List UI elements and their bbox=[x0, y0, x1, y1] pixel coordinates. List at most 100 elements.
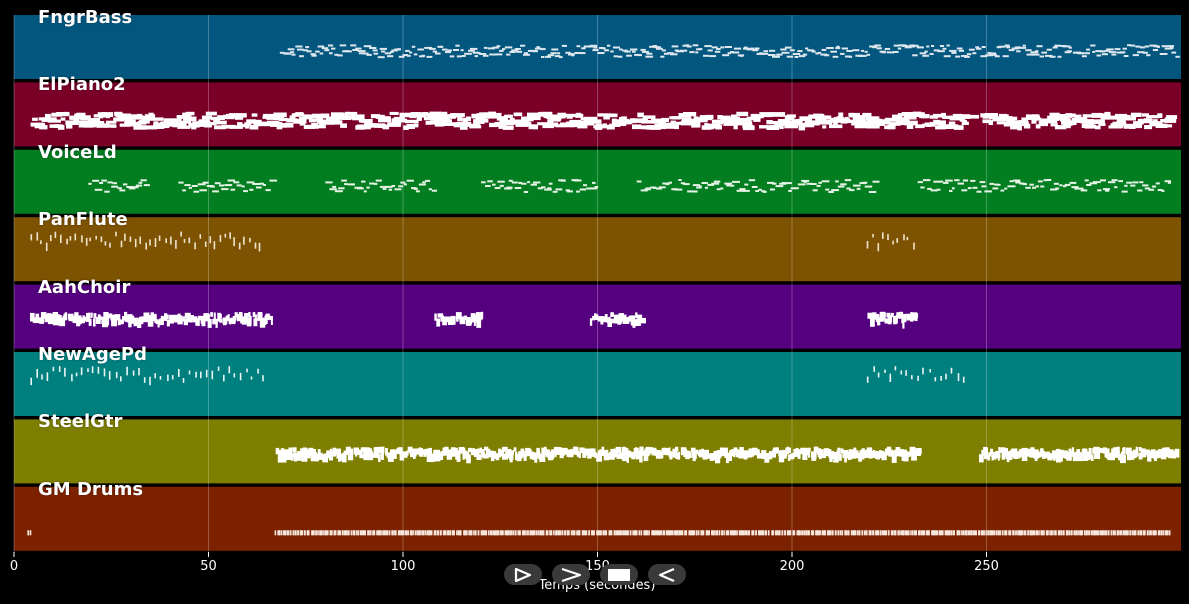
note bbox=[398, 185, 404, 188]
note bbox=[717, 115, 723, 120]
note bbox=[259, 182, 264, 185]
note bbox=[860, 118, 866, 124]
stop-button[interactable] bbox=[600, 564, 638, 585]
note bbox=[1020, 530, 1022, 536]
track-lane[interactable] bbox=[14, 352, 1181, 416]
note bbox=[585, 530, 588, 536]
note bbox=[635, 318, 641, 326]
note bbox=[917, 181, 923, 184]
note bbox=[866, 447, 873, 454]
note bbox=[209, 236, 212, 244]
note bbox=[364, 120, 371, 126]
note bbox=[40, 240, 42, 244]
note bbox=[581, 47, 586, 50]
note bbox=[283, 530, 286, 536]
note bbox=[44, 317, 48, 323]
note bbox=[777, 530, 780, 536]
note bbox=[293, 119, 307, 124]
note bbox=[534, 454, 538, 463]
note bbox=[529, 449, 532, 455]
note bbox=[368, 122, 374, 128]
note bbox=[849, 189, 855, 192]
note bbox=[476, 448, 480, 455]
note bbox=[934, 530, 936, 536]
note bbox=[832, 55, 839, 58]
note bbox=[1025, 186, 1031, 189]
note bbox=[699, 449, 702, 457]
note bbox=[950, 530, 953, 536]
note bbox=[240, 318, 244, 324]
note bbox=[302, 49, 308, 52]
note bbox=[510, 530, 513, 536]
note bbox=[604, 49, 609, 52]
note bbox=[803, 180, 807, 183]
track-lane[interactable] bbox=[14, 486, 1181, 551]
note bbox=[1100, 530, 1103, 536]
note bbox=[1144, 125, 1153, 130]
note bbox=[701, 530, 704, 536]
note bbox=[645, 530, 648, 536]
note bbox=[334, 53, 339, 56]
note bbox=[321, 47, 329, 50]
note bbox=[523, 191, 529, 193]
note bbox=[677, 451, 680, 460]
track-lane[interactable] bbox=[14, 15, 1181, 79]
note bbox=[1005, 120, 1018, 126]
note bbox=[339, 44, 347, 47]
note bbox=[1116, 446, 1120, 454]
note bbox=[904, 114, 917, 120]
note bbox=[141, 316, 144, 325]
note bbox=[1080, 530, 1082, 536]
note bbox=[60, 234, 62, 244]
note bbox=[873, 366, 875, 372]
note bbox=[428, 447, 432, 456]
note bbox=[886, 312, 891, 318]
note bbox=[800, 447, 805, 453]
note bbox=[868, 530, 871, 536]
note bbox=[376, 114, 385, 119]
note bbox=[636, 180, 642, 183]
note bbox=[479, 112, 487, 117]
note bbox=[315, 454, 319, 462]
fast-forward-button[interactable] bbox=[552, 564, 590, 585]
note bbox=[472, 51, 479, 54]
note bbox=[1114, 48, 1121, 51]
play-reverse-button[interactable] bbox=[648, 564, 686, 585]
note bbox=[952, 530, 955, 536]
note bbox=[990, 530, 993, 536]
note bbox=[1085, 530, 1088, 536]
note bbox=[76, 112, 86, 117]
note bbox=[546, 530, 549, 536]
note bbox=[54, 124, 60, 128]
note bbox=[613, 449, 618, 458]
note bbox=[45, 242, 48, 251]
note bbox=[1101, 53, 1108, 56]
note bbox=[884, 530, 887, 536]
note bbox=[1022, 44, 1026, 47]
note bbox=[103, 368, 106, 377]
note bbox=[784, 530, 786, 536]
note bbox=[815, 530, 817, 536]
note bbox=[229, 125, 243, 129]
note bbox=[1142, 51, 1148, 54]
track-lane[interactable] bbox=[14, 217, 1181, 282]
note bbox=[1015, 181, 1021, 184]
note bbox=[693, 530, 696, 536]
note bbox=[261, 317, 267, 326]
note bbox=[954, 179, 960, 182]
note bbox=[639, 453, 643, 463]
note bbox=[592, 181, 596, 184]
note bbox=[875, 315, 880, 322]
note bbox=[90, 312, 93, 318]
note bbox=[341, 530, 344, 536]
note bbox=[870, 118, 878, 124]
note bbox=[549, 530, 551, 536]
note bbox=[840, 52, 845, 55]
note bbox=[850, 451, 856, 459]
note bbox=[1036, 530, 1038, 536]
play-forward-button[interactable] bbox=[504, 564, 542, 585]
note bbox=[485, 530, 488, 536]
note bbox=[252, 183, 261, 185]
note bbox=[463, 315, 468, 320]
